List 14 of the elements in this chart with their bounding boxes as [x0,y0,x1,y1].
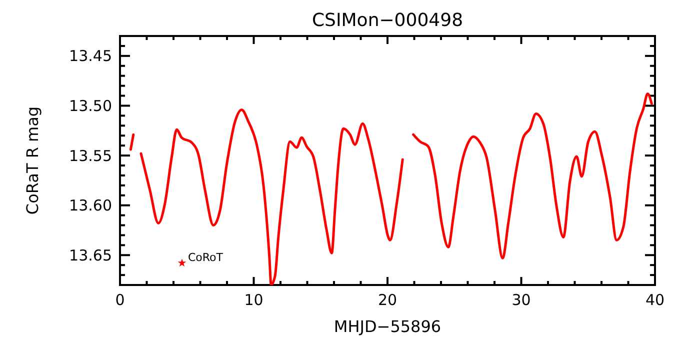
x-tick-label: 10 [244,291,264,309]
y-tick-label: 13.60 [69,196,112,215]
y-axis-title: CoRaT R mag [23,106,42,215]
y-tick-label: 13.50 [69,96,112,115]
x-tick-label: 40 [645,291,665,309]
y-tick-label: 13.55 [69,146,112,165]
x-tick-label: 30 [512,291,531,309]
chart-title: CSIMon−000498 [312,10,464,31]
x-tick-label: 0 [115,291,125,309]
y-tick-label: 13.65 [69,246,112,264]
y-tick-label: 13.45 [69,47,112,66]
legend-label: CoRoT [188,251,224,264]
x-tick-label: 20 [378,291,398,309]
x-axis-title: MHJD−55896 [334,317,442,336]
